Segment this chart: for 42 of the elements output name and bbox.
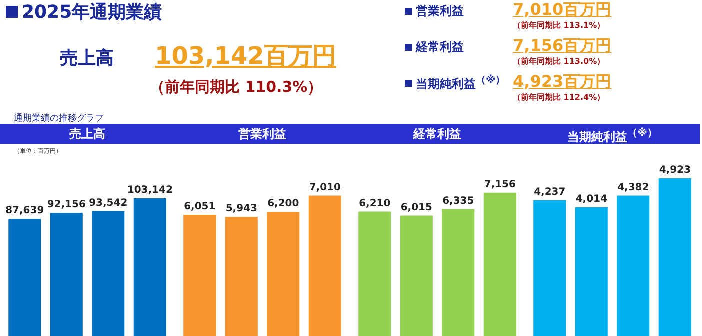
data-label: 6,210 — [359, 198, 391, 210]
data-label: 87,639 — [6, 206, 44, 217]
data-label: 6,015 — [400, 202, 432, 214]
data-label: 92,156 — [47, 200, 86, 211]
data-label: 103,142 — [127, 185, 173, 196]
data-label: 6,200 — [268, 198, 300, 210]
chart-title: 営業利益 — [175, 124, 350, 144]
bar — [267, 212, 300, 336]
bar — [308, 196, 342, 336]
bar — [184, 214, 216, 336]
data-label: 4,923 — [659, 165, 691, 176]
data-label: 93,542 — [89, 198, 128, 209]
data-label: 5,943 — [226, 204, 258, 215]
data-label: 4,014 — [576, 194, 608, 206]
data-label: 4,382 — [618, 182, 650, 194]
bar — [484, 192, 516, 336]
data-label: 7,156 — [484, 179, 516, 190]
bar — [442, 209, 475, 336]
data-label: 6,335 — [442, 196, 474, 207]
text: 経常利益 — [416, 38, 464, 56]
text: 通期業績の推移グラフ — [13, 112, 105, 124]
bar — [225, 217, 258, 336]
text: 7,156百万円 — [513, 36, 612, 56]
text: 4,923百万円 — [513, 72, 612, 92]
text: 当期純利益$^{（※）}$ — [416, 74, 506, 93]
text: 売上高 — [60, 47, 115, 70]
text: 2025年通期業績 — [22, 1, 162, 24]
text: （前年同期比 110.3%） — [150, 78, 324, 97]
text: （前年同期比 113.1%） — [513, 20, 606, 31]
chart-title: 売上高 — [0, 124, 175, 144]
data-label: 4,237 — [534, 187, 566, 198]
text: （前年同期比 113.0%） — [513, 56, 606, 67]
text: （前年同期比 112.4%） — [513, 92, 606, 103]
bar — [400, 216, 433, 336]
text: 7,010百万円 — [513, 0, 612, 20]
chart-title: 経常利益 — [350, 124, 525, 144]
bar — [358, 212, 392, 336]
data-label: 6,051 — [184, 202, 216, 213]
data-label: 7,010 — [309, 182, 341, 194]
text: 103,142百万円 — [155, 41, 336, 72]
text: 営業利益 — [416, 2, 464, 20]
chart-title: 当期純利益$^{（※）}$ — [525, 124, 700, 144]
